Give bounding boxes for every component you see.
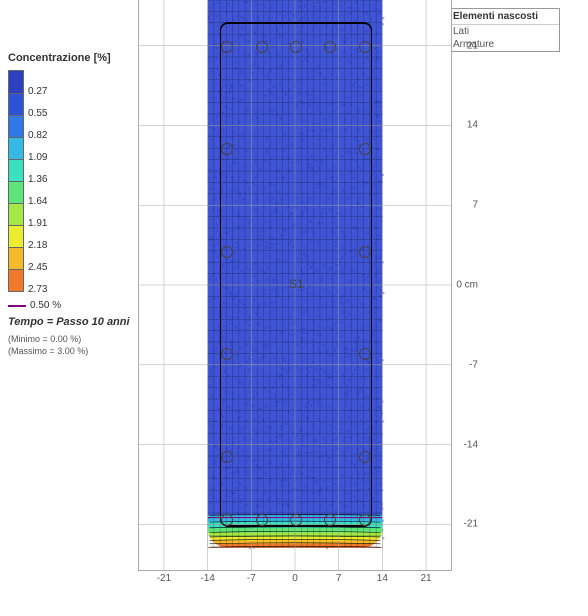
legend-tick: 0.27	[28, 81, 47, 103]
y-axis-tick: 7	[472, 200, 478, 211]
time-prefix: Tempo =	[8, 316, 56, 328]
simulation-view: Concentrazione [%] 0.270.550.821.091.361…	[0, 0, 588, 616]
legend-tick: 2.18	[28, 235, 47, 257]
legend-swatch	[9, 137, 23, 159]
legend-tick: 1.64	[28, 191, 47, 213]
x-axis-tick: 0	[292, 573, 298, 584]
max-label: (Massimo = 3.00 %)	[8, 346, 88, 358]
legend: Concentrazione [%] 0.270.550.821.091.361…	[8, 52, 118, 311]
legend-swatch	[9, 181, 23, 203]
legend-swatch	[9, 71, 23, 93]
legend-swatch	[9, 247, 23, 269]
time-value: Passo 10 anni	[56, 316, 129, 328]
min-label: (Minimo = 0.00 %)	[8, 334, 88, 346]
legend-tick: 1.36	[28, 169, 47, 191]
legend-swatch	[9, 115, 23, 137]
legend-tick: 0.55	[28, 103, 47, 125]
legend-tick: 1.91	[28, 213, 47, 235]
legend-swatch	[9, 225, 23, 247]
y-axis-tick: 14	[467, 120, 478, 131]
x-axis-tick: -14	[200, 573, 214, 584]
legend-title: Concentrazione [%]	[8, 52, 118, 64]
y-axis-tick: -7	[469, 359, 478, 370]
x-axis-tick: 7	[336, 573, 342, 584]
legend-tick: 2.45	[28, 257, 47, 279]
legend-swatch	[9, 269, 23, 291]
legend-swatch	[9, 203, 23, 225]
hidden-element-item[interactable]: Armature	[449, 38, 559, 51]
legend-tick: 0.82	[28, 125, 47, 147]
y-axis-tick: -21	[464, 519, 478, 530]
legend-tick: 1.09	[28, 147, 47, 169]
threshold-label: 0.50 %	[30, 300, 61, 311]
hidden-elements-title: Elementi nascosti	[449, 9, 559, 25]
x-axis-tick: 14	[377, 573, 388, 584]
x-axis-tick: 21	[420, 573, 431, 584]
hidden-elements-panel[interactable]: Elementi nascosti LatiArmature	[448, 8, 560, 52]
y-axis-tick: 0 cm	[456, 280, 478, 291]
x-axis-tick: -7	[247, 573, 256, 584]
time-step-label: Tempo = Passo 10 anni	[8, 316, 130, 328]
legend-swatch	[9, 93, 23, 115]
y-axis-tick: 21	[467, 40, 478, 51]
minmax-labels: (Minimo = 0.00 %) (Massimo = 3.00 %)	[8, 334, 88, 357]
legend-colorbar: 0.270.550.821.091.361.641.912.182.452.73	[8, 70, 118, 292]
legend-swatch	[9, 159, 23, 181]
legend-tick: 2.73	[28, 279, 47, 301]
x-axis-tick: -21	[157, 573, 171, 584]
threshold-line-swatch	[8, 305, 26, 307]
y-axis-tick: -14	[464, 439, 478, 450]
legend-threshold: 0.50 %	[8, 300, 118, 311]
hidden-element-item[interactable]: Lati	[449, 25, 559, 38]
